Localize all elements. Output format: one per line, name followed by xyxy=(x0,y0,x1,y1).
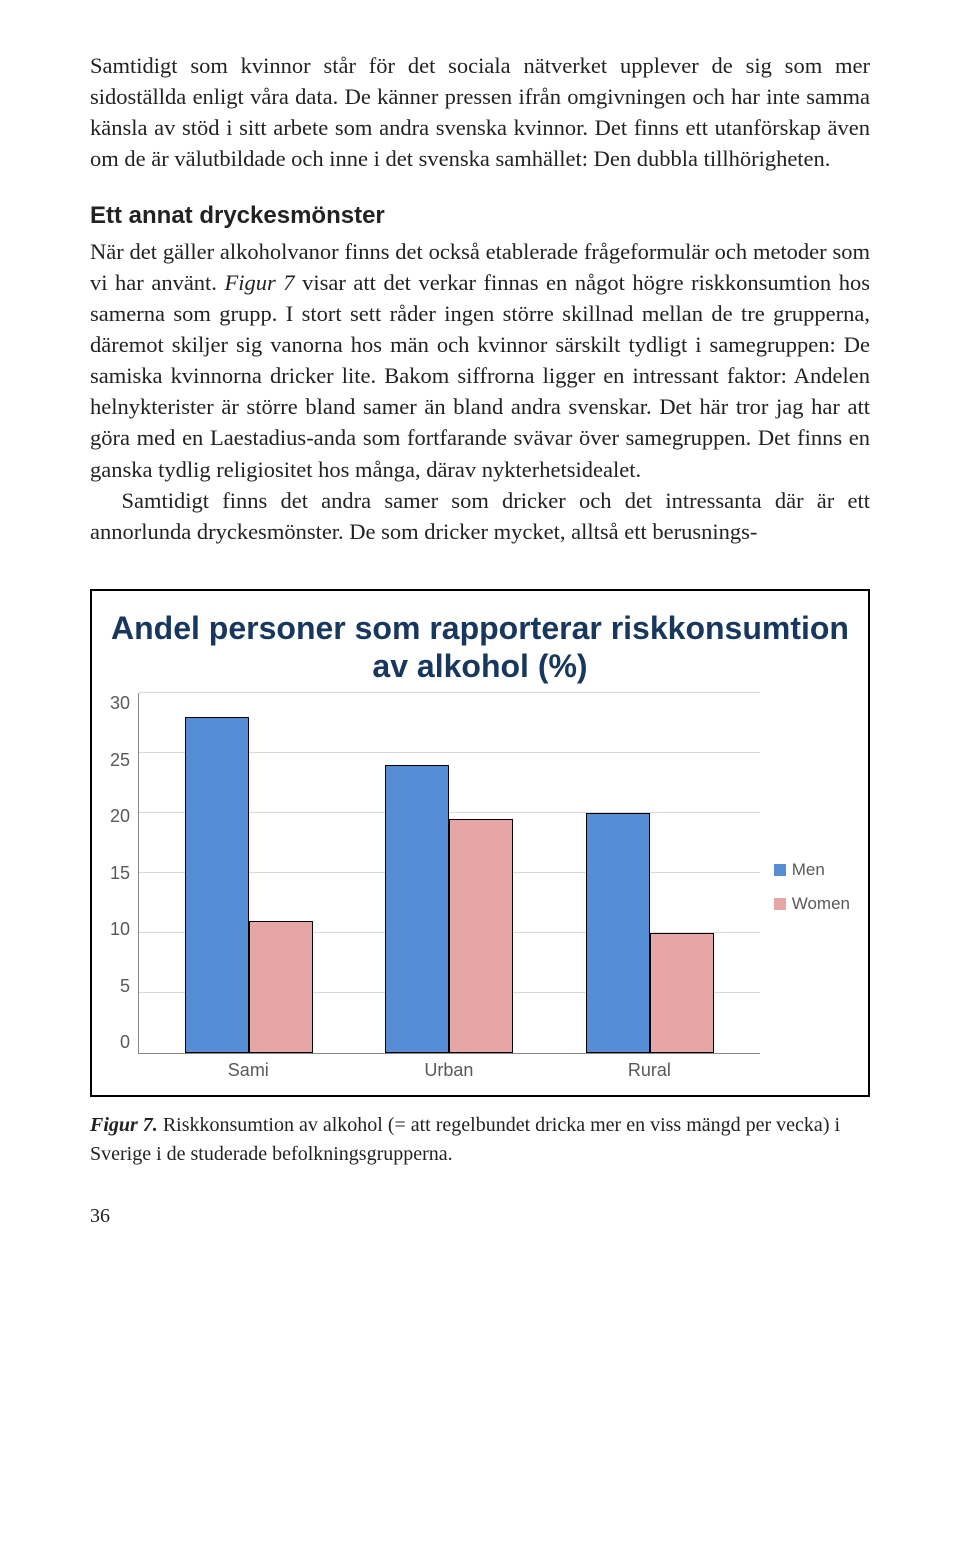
bar-group xyxy=(385,765,513,1053)
y-tick-label: 0 xyxy=(120,1032,130,1053)
page: Samtidigt som kvinnor står för det socia… xyxy=(0,0,960,1268)
y-tick-label: 10 xyxy=(110,919,130,940)
bar xyxy=(385,765,449,1053)
y-tick-label: 15 xyxy=(110,863,130,884)
legend-label: Women xyxy=(792,894,850,914)
bar xyxy=(185,717,249,1053)
paragraph-2-b: visar att det verkar finnas en något hög… xyxy=(90,270,870,481)
caption-text: Riskkonsumtion av alkohol (= att regelbu… xyxy=(90,1114,840,1165)
y-axis: 30 25 20 15 10 5 0 xyxy=(110,693,138,1053)
bar-group xyxy=(185,717,313,1053)
legend-item: Women xyxy=(774,894,850,914)
legend: Men Women xyxy=(760,693,850,1081)
bar xyxy=(650,933,714,1053)
legend-swatch xyxy=(774,898,786,910)
paragraph-1: Samtidigt som kvinnor står för det socia… xyxy=(90,50,870,174)
section-heading: Ett annat dryckesmönster xyxy=(90,202,870,230)
bar xyxy=(586,813,650,1053)
legend-swatch xyxy=(774,864,786,876)
plot xyxy=(138,693,760,1054)
chart-title: Andel personer som rapporterar riskkonsu… xyxy=(110,609,850,686)
paragraph-2: När det gäller alkoholvanor finns det oc… xyxy=(90,236,870,484)
figure-ref: Figur 7 xyxy=(225,270,295,295)
figure-7: Andel personer som rapporterar riskkonsu… xyxy=(90,589,870,1098)
page-number: 36 xyxy=(90,1205,870,1228)
y-tick-label: 5 xyxy=(120,976,130,997)
y-tick-label: 25 xyxy=(110,750,130,771)
figure-caption: Figur 7. Riskkonsumtion av alkohol (= at… xyxy=(90,1111,870,1169)
chart-area: 30 25 20 15 10 5 0 Sami Urban Rural Men Women xyxy=(110,693,850,1081)
bars xyxy=(139,693,760,1053)
bar xyxy=(449,819,513,1053)
plot-wrap: Sami Urban Rural xyxy=(138,693,760,1081)
y-tick-label: 20 xyxy=(110,806,130,827)
x-axis: Sami Urban Rural xyxy=(138,1060,760,1081)
legend-item: Men xyxy=(774,860,850,880)
x-tick-label: Rural xyxy=(585,1060,713,1081)
x-tick-label: Sami xyxy=(184,1060,312,1081)
y-tick-label: 30 xyxy=(110,693,130,714)
bar xyxy=(249,921,313,1053)
caption-label: Figur 7. xyxy=(90,1114,158,1136)
legend-label: Men xyxy=(792,860,825,880)
x-tick-label: Urban xyxy=(385,1060,513,1081)
paragraph-3: Samtidigt finns det andra samer som dric… xyxy=(90,485,870,547)
bar-group xyxy=(586,813,714,1053)
